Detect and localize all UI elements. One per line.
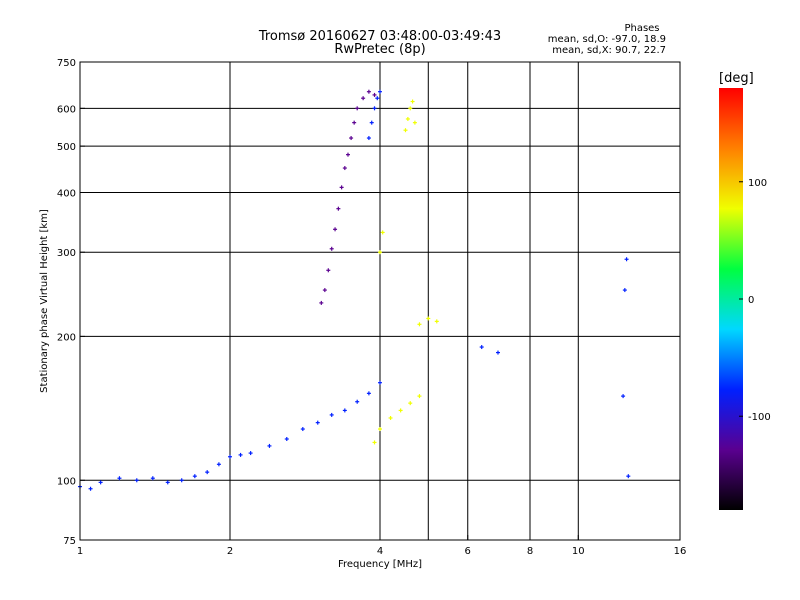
- data-point: [388, 415, 393, 420]
- data-point: [216, 462, 221, 467]
- data-point: [378, 250, 382, 255]
- data-point: [624, 257, 629, 262]
- data-point: [98, 480, 103, 485]
- data-point: [192, 474, 197, 479]
- data-point: [479, 345, 484, 350]
- data-point: [408, 401, 413, 406]
- data-point: [329, 246, 334, 251]
- data-point: [339, 185, 344, 190]
- data-point: [355, 106, 360, 111]
- data-point: [205, 470, 210, 475]
- data-point: [366, 391, 371, 396]
- colorbar: [deg] 100 0 -100: [719, 71, 771, 510]
- data-point: [88, 486, 93, 491]
- colorbar-ticks: 100 0 -100: [739, 178, 771, 423]
- data-point: [284, 436, 289, 441]
- data-point: [228, 454, 232, 459]
- data-point: [238, 452, 243, 457]
- y-tick-label: 600: [57, 104, 76, 115]
- data-point: [626, 474, 631, 479]
- data-point: [355, 399, 360, 404]
- data-point: [322, 288, 327, 293]
- colorbar-tick-label: 0: [748, 295, 754, 306]
- plot-area: 1 2 4 6 8 10 16 75 100 200 300 400 500 600 750: [57, 58, 686, 557]
- data-point: [333, 227, 338, 232]
- data-point: [621, 394, 626, 399]
- data-point: [319, 300, 324, 305]
- colorbar-tick-label: 100: [748, 178, 767, 189]
- x-tick-label: 1: [77, 546, 83, 557]
- data-point: [366, 136, 371, 141]
- chart-title: Tromsø 20160627 03:48:00-03:49:43: [258, 29, 501, 44]
- data-point: [342, 166, 347, 171]
- data-point: [345, 152, 350, 157]
- data-point: [378, 380, 382, 385]
- x-tick-label: 10: [572, 546, 585, 557]
- data-point: [336, 206, 341, 211]
- data-point: [165, 480, 170, 485]
- data-point: [342, 408, 347, 413]
- x-tick-label: 6: [465, 546, 471, 557]
- data-point: [326, 268, 331, 273]
- x-tick-label: 8: [527, 546, 533, 557]
- data-point: [410, 99, 415, 104]
- x-axis-label: Frequency [MHz]: [338, 559, 422, 570]
- data-point: [403, 128, 408, 133]
- data-point: [179, 478, 184, 483]
- y-tick-label: 300: [57, 248, 76, 259]
- data-point: [408, 106, 413, 111]
- data-point: [150, 476, 155, 481]
- data-point: [398, 408, 403, 413]
- y-axis-label: Stationary phase Virtual Height [km]: [39, 209, 50, 393]
- y-tick-label: 75: [63, 536, 76, 547]
- data-point: [495, 350, 500, 355]
- y-axis: 75 100 200 300 400 500 600 750: [57, 58, 85, 547]
- x-axis: 1 2 4 6 8 10 16: [77, 535, 687, 557]
- data-point: [361, 96, 366, 101]
- data-point: [372, 92, 377, 97]
- legend-title: Phases: [624, 23, 659, 34]
- x-tick-label: 2: [227, 546, 233, 557]
- legend-line-o: mean, sd,O: -97.0, 18.9: [548, 34, 666, 45]
- data-point: [300, 427, 305, 432]
- data-point: [349, 136, 354, 141]
- y-tick-label: 750: [57, 58, 76, 69]
- data-point: [248, 451, 253, 456]
- data-point: [417, 394, 422, 399]
- data-point: [117, 476, 122, 481]
- data-point: [375, 96, 380, 101]
- y-tick-label: 200: [57, 332, 76, 343]
- data-point: [378, 89, 382, 94]
- data-point: [352, 120, 357, 125]
- data-point: [134, 478, 139, 483]
- gridlines: [80, 62, 680, 540]
- data-point: [412, 120, 417, 125]
- data-points: [78, 89, 631, 491]
- data-point: [267, 443, 272, 448]
- data-point: [426, 316, 431, 321]
- chart-subtitle: RwPretec (8p): [334, 42, 425, 57]
- colorbar-label: [deg]: [719, 71, 754, 86]
- data-point: [315, 420, 320, 425]
- data-point: [372, 106, 377, 111]
- x-tick-label: 16: [674, 546, 687, 557]
- data-point: [378, 427, 382, 432]
- data-point: [380, 230, 385, 235]
- data-point: [622, 288, 627, 293]
- data-point: [372, 440, 377, 445]
- y-tick-label: 500: [57, 142, 76, 153]
- data-point: [417, 322, 422, 327]
- data-point: [329, 412, 334, 417]
- data-point: [369, 120, 374, 125]
- colorbar-tick-label: -100: [748, 412, 771, 423]
- data-point: [434, 319, 439, 324]
- data-point: [405, 116, 410, 121]
- y-tick-label: 400: [57, 188, 76, 199]
- data-point: [366, 89, 371, 94]
- y-tick-label: 100: [57, 476, 76, 487]
- x-tick-label: 4: [377, 546, 383, 557]
- legend-line-x: mean, sd,X: 90.7, 22.7: [552, 45, 666, 56]
